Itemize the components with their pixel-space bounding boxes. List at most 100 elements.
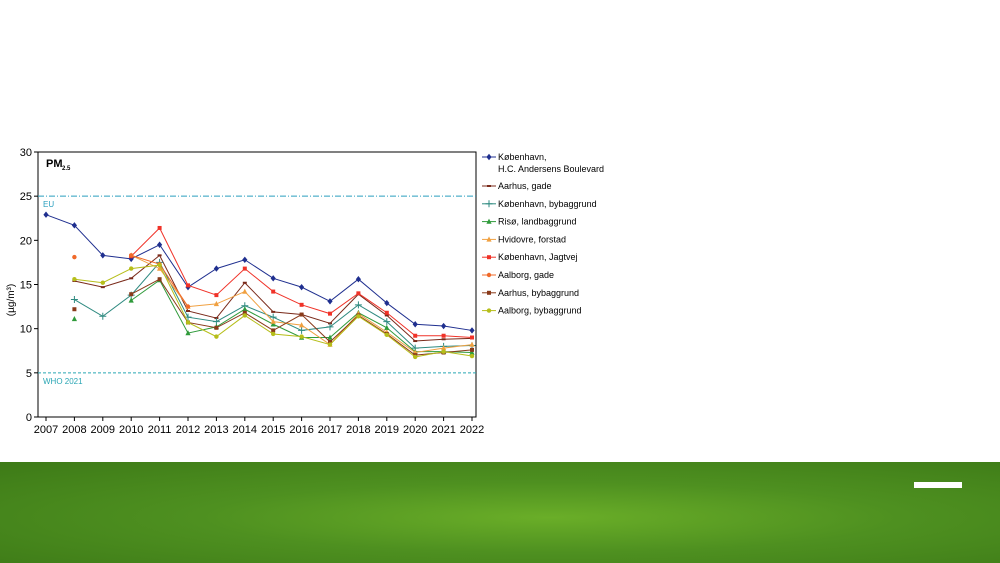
data-point — [242, 313, 247, 318]
y-tick-label: 0 — [26, 412, 32, 424]
legend-swatch-marker — [486, 218, 492, 224]
data-point — [271, 310, 276, 313]
data-point — [71, 315, 77, 322]
data-point — [354, 301, 362, 309]
data-point — [214, 317, 219, 320]
data-point — [271, 331, 276, 337]
data-point — [72, 277, 77, 282]
legend-label: København, bybaggrund — [498, 199, 597, 209]
legend-swatch-marker — [486, 236, 492, 242]
data-point — [72, 307, 77, 312]
data-point — [271, 328, 276, 333]
y-tick-label: 30 — [20, 147, 32, 159]
y-tick-label: 5 — [26, 368, 32, 380]
x-tick-label: 2009 — [91, 424, 115, 436]
legend-label: Aalborg, bybaggrund — [498, 306, 582, 316]
x-tick-label: 2007 — [34, 424, 58, 436]
data-point — [469, 353, 475, 359]
data-point — [100, 280, 106, 285]
legend-swatch-marker — [486, 308, 492, 313]
data-point — [157, 265, 163, 271]
data-point — [384, 310, 389, 315]
reference-line-label-0: EU — [43, 200, 54, 209]
data-point — [355, 276, 361, 283]
data-point — [185, 304, 191, 309]
data-point — [299, 322, 305, 328]
data-point — [157, 225, 162, 230]
y-tick-label: 25 — [20, 191, 32, 203]
data-point — [298, 326, 306, 334]
reference-line-label-1: WHO 2021 — [43, 377, 83, 386]
data-point — [70, 296, 78, 304]
x-tick-label: 2011 — [148, 424, 172, 436]
legend-item-2: København, bybaggrund — [482, 199, 597, 209]
y-tick-label: 10 — [20, 324, 32, 336]
legend-item-1: Aarhus, gade — [482, 181, 552, 191]
data-point — [213, 300, 219, 307]
legend-swatch-marker — [486, 272, 492, 278]
data-point — [185, 330, 191, 336]
x-tick-label: 2008 — [62, 424, 86, 436]
legend-label: København, — [498, 152, 547, 162]
footer-dash — [914, 482, 962, 488]
data-point — [214, 325, 219, 330]
data-point — [413, 354, 418, 360]
x-tick-label: 2015 — [261, 424, 285, 436]
legend-item-3: Risø, landbaggrund — [482, 217, 577, 227]
footer-band — [0, 462, 1000, 563]
data-point — [469, 327, 475, 334]
data-point — [99, 312, 107, 320]
legend-label: Hvidovre, forstad — [498, 234, 566, 244]
data-point — [384, 299, 390, 307]
legend-swatch-marker — [487, 290, 491, 295]
legend-item-8: Aalborg, bybaggrund — [482, 306, 582, 316]
chart-title-subscript: 2.5 — [62, 166, 71, 172]
data-point — [270, 275, 276, 282]
data-point — [327, 334, 333, 340]
data-point — [327, 298, 333, 305]
x-tick-label: 2010 — [119, 424, 143, 436]
data-point — [186, 310, 190, 312]
data-point — [413, 333, 418, 338]
data-point — [441, 349, 446, 354]
data-point — [128, 297, 134, 303]
x-tick-label: 2018 — [346, 424, 370, 436]
data-point — [469, 341, 475, 347]
data-point — [72, 254, 77, 260]
chart-title: PM — [46, 158, 63, 170]
y-axis-label: (µg/m³) — [6, 284, 17, 316]
data-point — [213, 265, 219, 272]
data-point — [299, 334, 304, 339]
data-point — [242, 266, 247, 271]
series-0 — [43, 211, 475, 334]
x-tick-label: 2016 — [289, 424, 313, 436]
data-point — [356, 291, 361, 296]
data-point — [470, 347, 474, 352]
data-point — [326, 323, 334, 331]
data-point — [242, 288, 248, 294]
data-point — [328, 322, 332, 325]
series-8 — [72, 262, 475, 360]
legend-item-4: Hvidovre, forstad — [482, 234, 566, 244]
data-point — [383, 318, 391, 326]
data-point — [214, 293, 219, 298]
legend-item-0: København, H.C. Andersens Boulevard — [482, 152, 604, 174]
data-point — [356, 314, 361, 319]
data-point — [270, 318, 276, 324]
data-point — [384, 324, 390, 330]
x-tick-label: 2020 — [403, 424, 427, 436]
data-point — [271, 289, 276, 294]
data-point — [270, 321, 276, 327]
data-point — [214, 334, 219, 339]
data-point — [100, 252, 106, 259]
data-point — [185, 320, 191, 325]
x-tick-label: 2022 — [460, 424, 484, 436]
legend-item-7: Aarhus, bybaggrund — [482, 288, 579, 298]
data-point — [441, 333, 446, 338]
x-tick-label: 2021 — [431, 424, 455, 436]
series-line-0 — [45, 214, 473, 331]
x-tick-label: 2013 — [204, 424, 228, 436]
data-point — [441, 322, 447, 330]
data-point — [157, 262, 162, 268]
data-point — [157, 241, 163, 248]
